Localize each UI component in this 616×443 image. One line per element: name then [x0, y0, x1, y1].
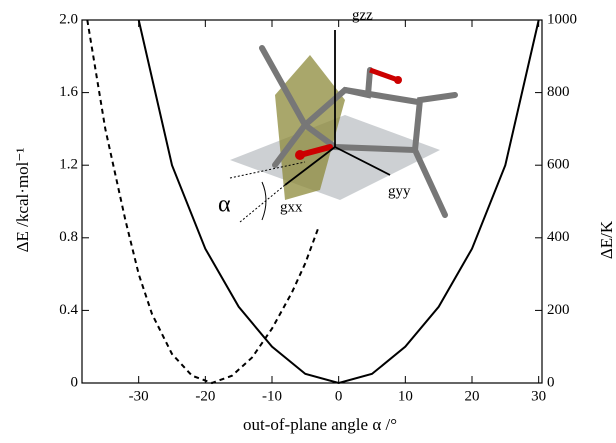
- y-tick-label: 1.2: [59, 157, 78, 173]
- plot-frame: [81, 19, 543, 384]
- x-tick-label: 30: [531, 388, 546, 404]
- g-yy-label: gyy: [388, 183, 411, 199]
- x-tick-label: 10: [398, 388, 413, 404]
- x-tick-label: 0: [335, 388, 343, 404]
- y2-tick-label: 1000: [547, 11, 577, 27]
- y-tick-label: 0.8: [59, 229, 78, 245]
- y2-tick-label: 200: [547, 302, 570, 318]
- g-zz-label: gzz: [352, 7, 373, 23]
- curve: [86, 19, 320, 385]
- y-tick-label: 1.6: [59, 84, 78, 100]
- alpha-label: α: [218, 192, 231, 218]
- y2-tick-label: 600: [547, 157, 570, 173]
- molecule-inset: [229, 30, 458, 223]
- g-xx-label: gxx: [280, 199, 303, 215]
- y-tick-label: 0: [71, 374, 79, 390]
- y2-axis-label: ΔE/K: [597, 220, 616, 259]
- y2-tick-label: 400: [547, 229, 570, 245]
- y-tick-label: 2.0: [59, 11, 78, 27]
- x-tick-label: -30: [129, 388, 149, 404]
- y2-tick-label: 800: [547, 84, 570, 100]
- x-axis-label: out-of-plane angle α /°: [243, 415, 397, 434]
- y-axis-label: ΔE /kcal·mol⁻¹: [13, 148, 32, 253]
- y2-tick-label: 0: [547, 374, 555, 390]
- curve: [137, 19, 540, 385]
- x-tick-label: -10: [262, 388, 282, 404]
- x-tick-label: -20: [195, 388, 215, 404]
- y-tick-label: 0.4: [59, 302, 78, 318]
- x-tick-label: 20: [465, 388, 480, 404]
